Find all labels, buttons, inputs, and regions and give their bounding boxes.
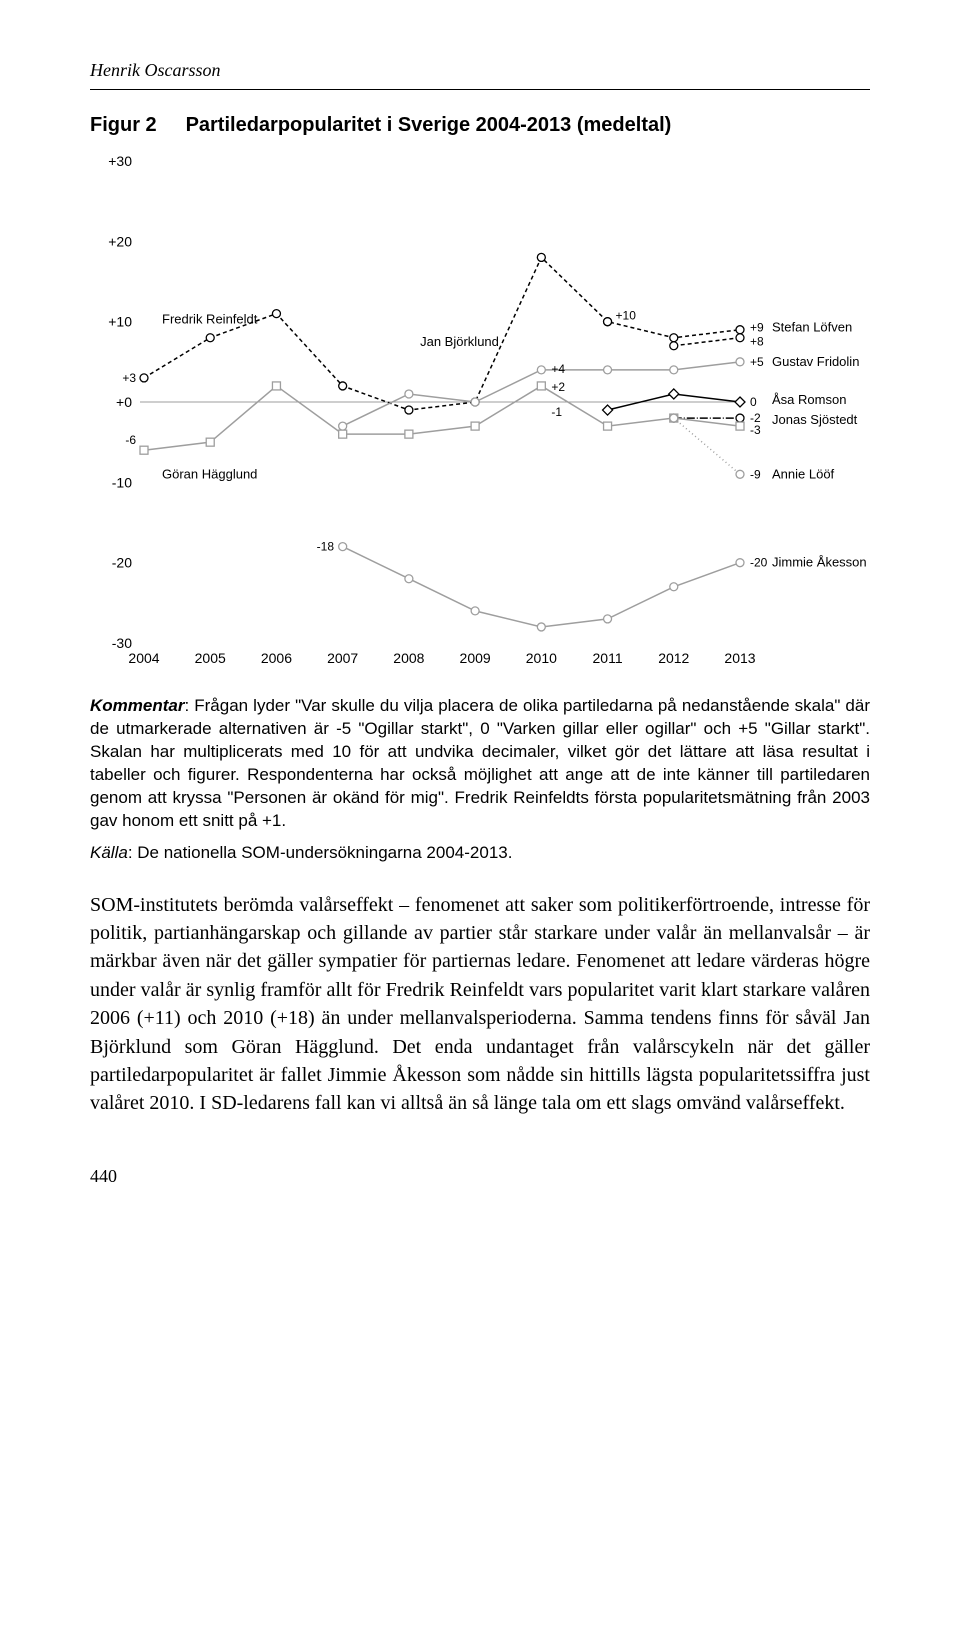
svg-text:Gustav Fridolin: Gustav Fridolin: [772, 354, 859, 369]
svg-text:+30: +30: [108, 153, 132, 169]
chart: -30-20-10+0+10+20+3020042005200620072008…: [90, 151, 870, 671]
svg-text:-1: -1: [551, 405, 562, 419]
comment-label: Kommentar: [90, 696, 184, 715]
chart-svg: -30-20-10+0+10+20+3020042005200620072008…: [90, 151, 870, 671]
svg-text:2005: 2005: [195, 650, 226, 666]
svg-text:+10: +10: [616, 309, 637, 323]
figure-caption: Partiledarpopularitet i Sverige 2004-201…: [186, 114, 672, 136]
source-text: : De nationella SOM-undersökningarna 200…: [128, 843, 513, 862]
svg-text:Stefan Löfven: Stefan Löfven: [772, 320, 852, 335]
svg-text:Annie Lööf: Annie Lööf: [772, 466, 835, 481]
svg-text:-20: -20: [750, 556, 768, 570]
svg-text:+10: +10: [108, 314, 132, 330]
comment-block: Kommentar: Frågan lyder "Var skulle du v…: [90, 695, 870, 833]
svg-text:2011: 2011: [593, 650, 623, 666]
svg-text:2009: 2009: [460, 650, 491, 666]
source-label: Källa: [90, 843, 128, 862]
svg-text:Fredrik Reinfeldt: Fredrik Reinfeldt: [162, 312, 258, 327]
svg-text:2008: 2008: [393, 650, 424, 666]
svg-text:0: 0: [750, 395, 757, 409]
svg-text:Åsa Romson: Åsa Romson: [772, 392, 846, 407]
svg-text:-18: -18: [317, 540, 335, 554]
svg-text:Jan Björklund: Jan Björklund: [420, 334, 499, 349]
svg-text:+3: +3: [122, 371, 136, 385]
svg-text:2007: 2007: [327, 650, 358, 666]
svg-text:+2: +2: [551, 380, 565, 394]
svg-text:-9: -9: [750, 467, 761, 481]
svg-text:-30: -30: [112, 635, 132, 651]
svg-text:Jimmie Åkesson: Jimmie Åkesson: [772, 555, 867, 570]
svg-text:+8: +8: [750, 335, 764, 349]
body-paragraph: SOM-institutets berömda valårseffekt – f…: [90, 891, 870, 1118]
svg-text:+5: +5: [750, 355, 764, 369]
svg-text:+0: +0: [116, 394, 132, 410]
rule: [90, 89, 870, 90]
svg-text:-6: -6: [125, 433, 136, 447]
svg-text:2010: 2010: [526, 650, 557, 666]
svg-text:-20: -20: [112, 555, 132, 571]
figure-label: Figur 2: [90, 114, 180, 137]
figure-title: Figur 2 Partiledarpopularitet i Sverige …: [90, 114, 870, 137]
svg-text:-3: -3: [750, 423, 761, 437]
svg-text:2004: 2004: [128, 650, 159, 666]
source-block: Källa: De nationella SOM-undersökningarn…: [90, 843, 870, 863]
svg-text:2006: 2006: [261, 650, 292, 666]
svg-text:+4: +4: [551, 362, 565, 376]
page-number: 440: [90, 1166, 870, 1187]
svg-text:+9: +9: [750, 321, 764, 335]
running-head: Henrik Oscarsson: [90, 60, 870, 81]
svg-text:Göran Hägglund: Göran Hägglund: [162, 466, 257, 481]
svg-text:+20: +20: [108, 233, 132, 249]
svg-text:-10: -10: [112, 474, 132, 490]
svg-text:2013: 2013: [724, 650, 755, 666]
svg-text:Jonas Sjöstedt: Jonas Sjöstedt: [772, 412, 858, 427]
comment-text: : Frågan lyder "Var skulle du vilja plac…: [90, 696, 870, 830]
svg-text:2012: 2012: [658, 650, 689, 666]
